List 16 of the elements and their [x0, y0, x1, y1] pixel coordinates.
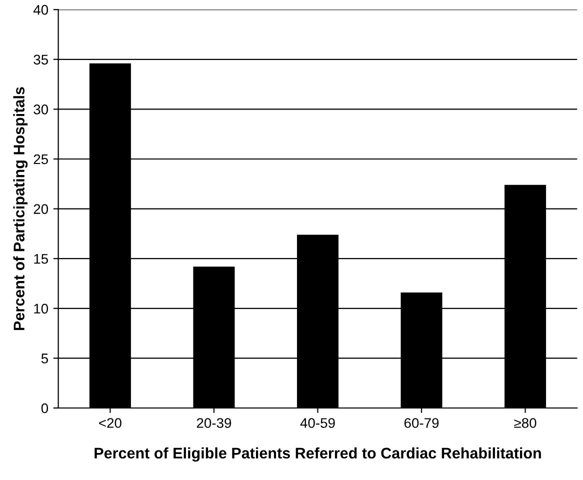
x-tick-label: 20-39 — [196, 418, 232, 428]
y-tick-label: 0 — [41, 403, 48, 414]
x-tick-label: 40-59 — [300, 418, 335, 428]
y-tick-label: 15 — [34, 254, 48, 264]
x-tick-label: ≥80 — [514, 418, 536, 428]
x-tick-label: 60-79 — [404, 418, 439, 428]
x-tick-label: <20 — [99, 418, 122, 428]
y-tick-label: 30 — [34, 104, 48, 114]
y-tick-label: 40 — [33, 4, 48, 15]
y-tick-label: 35 — [34, 54, 48, 65]
y-tick-label: 10 — [34, 304, 48, 314]
y-tick-label: 25 — [34, 154, 48, 164]
x-axis-title: Percent of Eligible Patients Referred to Cardiac Rehabilitation — [94, 447, 541, 462]
y-tick-label: 20 — [34, 204, 48, 214]
y-tick-label: 5 — [41, 354, 48, 364]
y-axis-title: Percent of Participating Hospitals — [13, 87, 28, 330]
